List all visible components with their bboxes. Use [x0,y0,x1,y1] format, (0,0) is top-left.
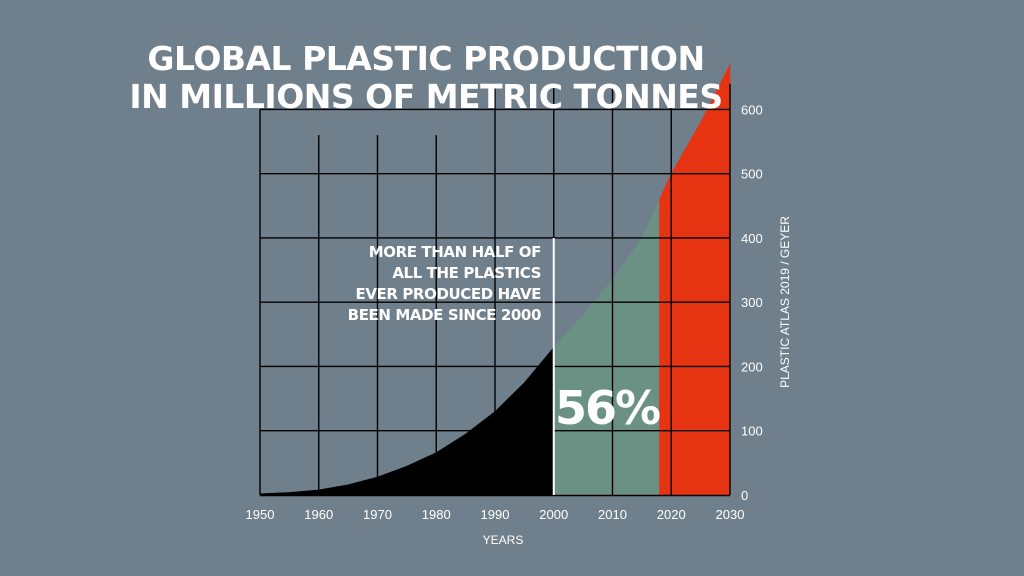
x-tick-label: 1990 [481,507,510,522]
area-series-2 [553,199,660,496]
share-percentage-label: 56% [555,381,660,435]
x-tick-label: 2000 [539,507,568,522]
chart-title-line-1: GLOBAL PLASTIC PRODUCTION [147,39,704,78]
note-line-4: BEEN MADE SINCE 2000 [348,306,541,324]
y-tick-label: 400 [741,231,763,246]
note-line-2: ALL THE PLASTICS [392,264,541,282]
note-line-1: MORE THAN HALF OF [369,243,541,261]
x-tick-label: 1950 [246,507,275,522]
x-tick-label: 2020 [657,507,686,522]
source-credit: PLASTIC ATLAS 2019 / GEYER [778,216,792,388]
x-tick-label: 1960 [304,507,333,522]
y-tick-label: 500 [741,167,763,182]
x-tick-label: 2010 [598,507,627,522]
y-tick-label: 300 [741,295,763,310]
x-tick-label: 1970 [363,507,392,522]
area-series-1 [259,346,554,496]
y-tick-label: 0 [741,488,748,503]
x-tick-label: 1980 [422,507,451,522]
note-line-3: EVER PRODUCED HAVE [355,285,541,303]
y-tick-label: 600 [741,102,763,117]
chart-title-line-2: IN MILLIONS OF METRIC TONNES [129,77,722,116]
x-axis-title: YEARS [483,533,524,547]
y-tick-label: 200 [741,359,763,374]
y-tick-label: 100 [741,424,763,439]
x-tick-label: 2030 [716,507,745,522]
